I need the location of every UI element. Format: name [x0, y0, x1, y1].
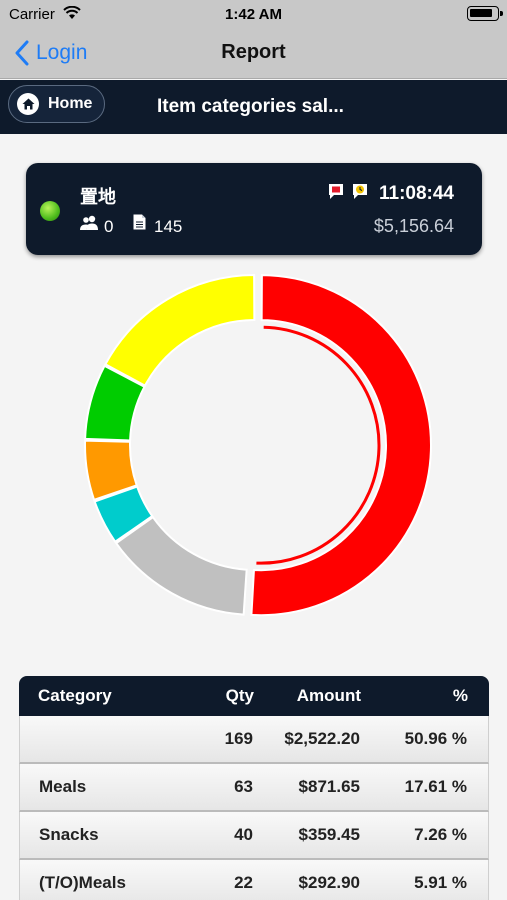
row-percent: 7.26 %: [414, 825, 467, 844]
status-time: 1:42 AM: [225, 6, 282, 23]
home-button[interactable]: Home: [8, 85, 105, 123]
table-row[interactable]: 169 $2,522.20 50.96 %: [19, 716, 489, 764]
donut-slice[interactable]: [84, 439, 138, 502]
donut-slice[interactable]: [250, 274, 432, 617]
status-indicator: [40, 201, 60, 221]
report-title: Item categories sal...: [157, 96, 344, 117]
table-row[interactable]: Snacks 40 $359.45 7.26 %: [19, 812, 489, 860]
row-category: Meals: [39, 777, 87, 796]
selected-slice-highlight: [256, 325, 381, 565]
document-count: 145: [154, 217, 183, 236]
row-amount: $2,522.20: [284, 729, 360, 748]
header-amount: Amount: [296, 686, 361, 705]
card-time: 11:08:44: [378, 183, 454, 204]
row-percent: 5.91 %: [414, 873, 467, 892]
guest-count: 0: [104, 217, 114, 236]
row-amount: $292.90: [298, 873, 360, 892]
back-label: Login: [36, 41, 88, 64]
people-icon: [80, 215, 98, 230]
store-name: 置地: [80, 187, 116, 207]
table-header: Category Qty Amount %: [19, 676, 489, 716]
status-bar: Carrier 1:42 AM: [0, 0, 507, 28]
store-summary-card[interactable]: 置地 0 145 11:08:44 $5,156.64: [26, 163, 482, 255]
row-qty: 169: [224, 729, 253, 748]
donut-slice[interactable]: [84, 364, 146, 442]
category-donut-chart[interactable]: [70, 260, 440, 630]
row-category: Snacks: [39, 825, 99, 844]
back-button[interactable]: Login: [14, 38, 87, 68]
header-qty: Qty: [225, 686, 254, 705]
home-icon: [17, 93, 39, 115]
page-title: Report: [221, 41, 286, 63]
sub-header: Home Item categories sal...: [0, 80, 507, 134]
row-percent: 17.61 %: [404, 777, 467, 796]
table-row[interactable]: (T/O)Meals 22 $292.90 5.91 %: [19, 860, 489, 900]
row-qty: 22: [234, 873, 253, 892]
category-table: Category Qty Amount % 169 $2,522.20 50.9…: [19, 676, 489, 900]
home-label: Home: [48, 95, 93, 112]
navigation-bar: Login Report: [0, 28, 507, 79]
donut-slice[interactable]: [93, 485, 154, 544]
row-amount: $871.65: [298, 777, 360, 796]
row-qty: 63: [234, 777, 253, 796]
card-amount: $5,156.64: [373, 216, 454, 236]
donut-slice[interactable]: [114, 515, 248, 616]
clock-icon: [353, 184, 367, 199]
wifi-icon: [63, 6, 81, 19]
chevron-left-icon: [15, 40, 29, 66]
header-category: Category: [38, 686, 112, 705]
donut-slice[interactable]: [104, 273, 256, 387]
row-category: (T/O)Meals: [39, 873, 126, 892]
message-icon: [329, 184, 343, 199]
carrier-label: Carrier: [9, 6, 55, 23]
table-row[interactable]: Meals 63 $871.65 17.61 %: [19, 764, 489, 812]
row-percent: 50.96 %: [404, 729, 467, 748]
row-qty: 40: [234, 825, 253, 844]
row-amount: $359.45: [298, 825, 360, 844]
header-percent: %: [452, 686, 468, 705]
donut-chart-svg: [84, 273, 432, 617]
document-icon: [133, 214, 146, 230]
battery-icon: [467, 6, 503, 21]
